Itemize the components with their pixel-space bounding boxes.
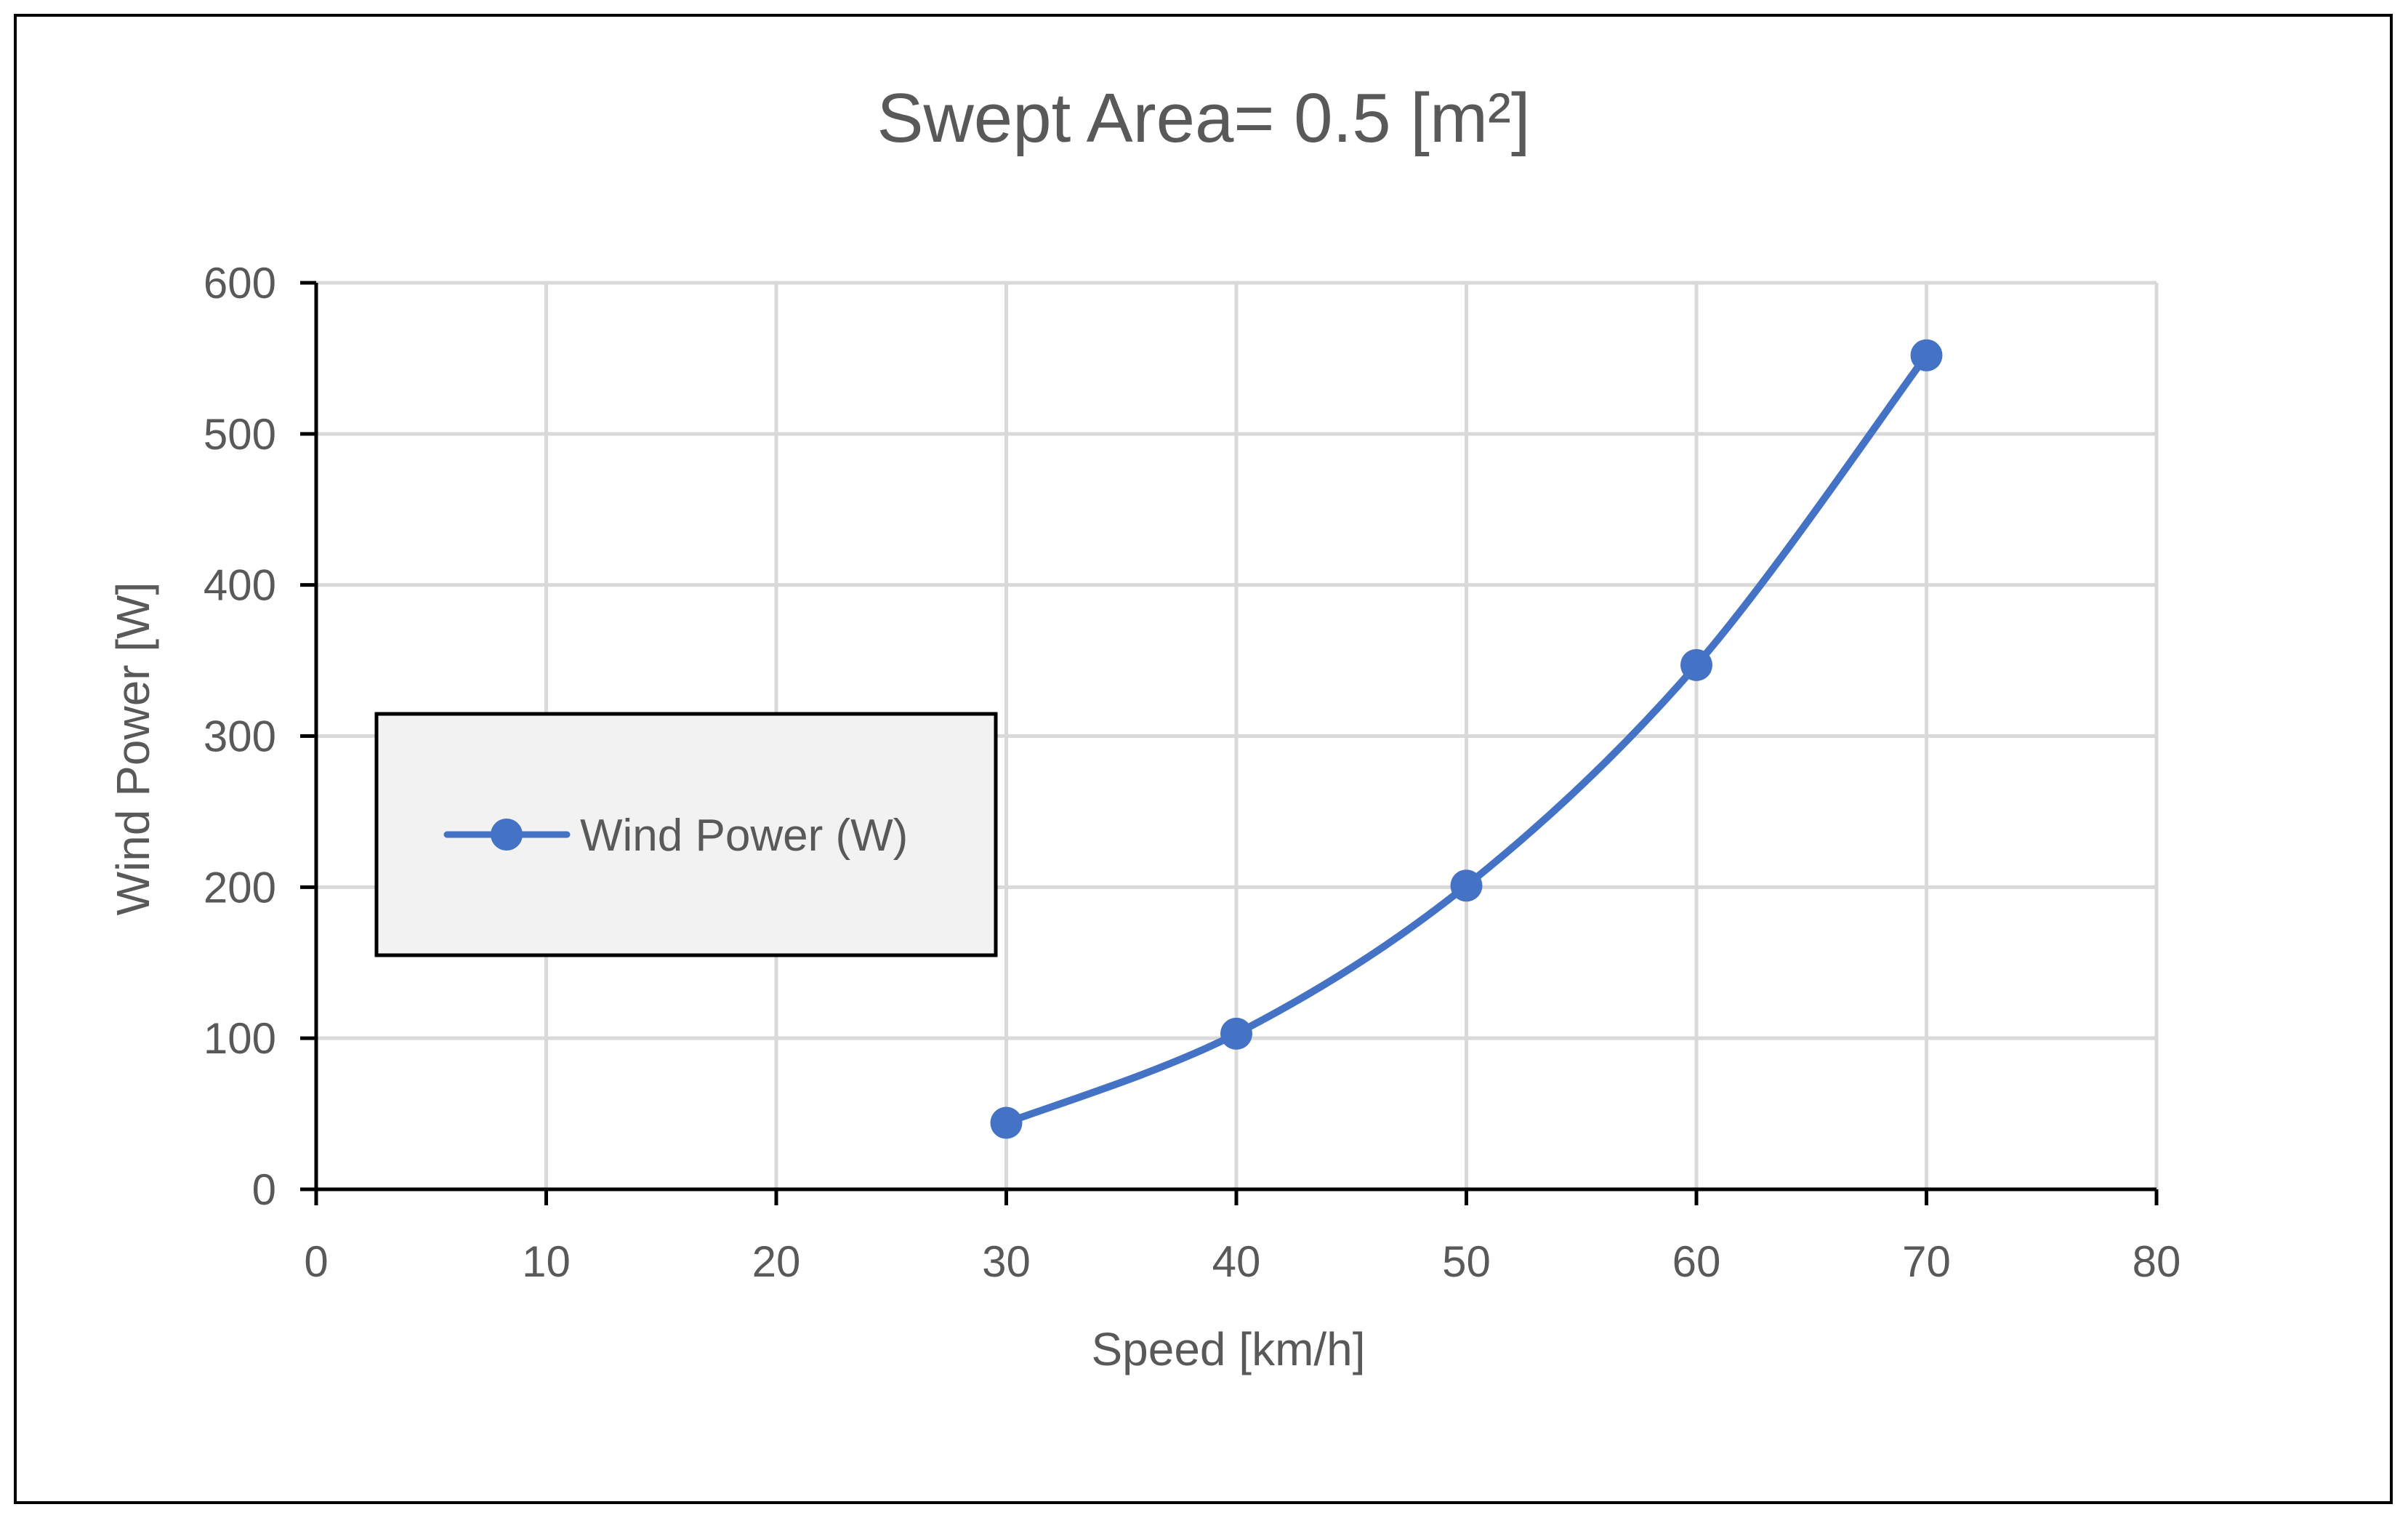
tick-labels: 0 100 200 300 400 500 600 0 10 20 30 40 50 60 70 80 (204, 259, 2181, 1286)
x-tick-label: 60 (1672, 1237, 1721, 1286)
y-tick-label: 300 (204, 712, 276, 761)
chart-title: Swept Area= 0.5 [m²] (877, 79, 1530, 157)
x-tick-label: 50 (1442, 1237, 1491, 1286)
y-axis-title: Wind Power [W] (107, 582, 159, 916)
legend-point-marker (491, 819, 523, 851)
legend[interactable]: Wind Power (W) (374, 712, 998, 957)
y-tick-label: 100 (204, 1014, 276, 1063)
series-layer (990, 339, 1943, 1139)
series-line (1002, 351, 1930, 1127)
x-tick-label: 0 (304, 1237, 328, 1286)
y-tick-label: 600 (204, 259, 276, 308)
x-tick-label: 30 (982, 1237, 1031, 1286)
axes (300, 281, 2159, 1205)
data-point[interactable] (1220, 1017, 1252, 1050)
legend-entry-label: Wind Power (W) (580, 811, 908, 861)
data-point[interactable] (1910, 339, 1943, 371)
data-point[interactable] (990, 1106, 1023, 1139)
x-tick-label: 80 (2133, 1237, 2181, 1286)
x-tick-label: 40 (1212, 1237, 1261, 1286)
data-point[interactable] (1450, 869, 1483, 902)
x-tick-label: 70 (1902, 1237, 1951, 1286)
x-tick-label: 10 (522, 1237, 571, 1286)
y-tick-label: 0 (252, 1165, 276, 1214)
x-tick-label: 20 (752, 1237, 801, 1286)
x-axis-title: Speed [km/h] (1091, 1323, 1365, 1375)
y-tick-label: 500 (204, 410, 276, 459)
y-tick-label: 400 (204, 561, 276, 610)
data-point[interactable] (1680, 648, 1712, 681)
y-tick-label: 200 (204, 863, 276, 912)
